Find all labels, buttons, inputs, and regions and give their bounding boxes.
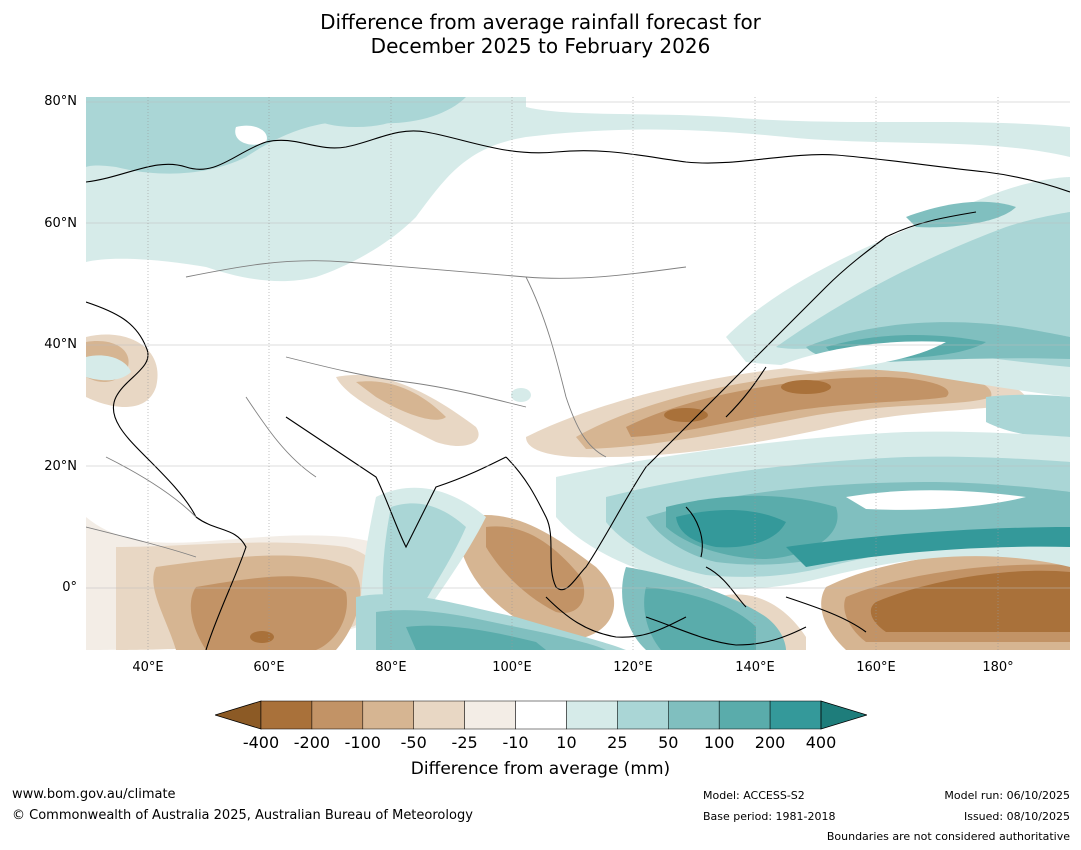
colorbar-segment (718, 700, 771, 730)
colorbar-segment (260, 700, 313, 730)
colorbar-tick-label: 400 (805, 733, 837, 752)
colorbar-tick-label: -25 (451, 733, 478, 752)
colorbar-segment (311, 700, 364, 730)
colorbar (215, 700, 867, 730)
colorbar-tick-label: 200 (754, 733, 786, 752)
coastlines (86, 130, 1070, 650)
lat-label-20n: 20°N (44, 459, 77, 474)
colorbar-segment (566, 700, 618, 730)
colorbar-segment (617, 700, 669, 730)
lon-label-40e: 40°E (132, 660, 164, 675)
lon-label-180: 180° (982, 660, 1014, 675)
colorbar-segment (413, 700, 465, 730)
colorbar-tick-label: -100 (344, 733, 381, 752)
colorbar-tick-label: 25 (607, 733, 628, 752)
colorbar-tick-label: -200 (293, 733, 331, 752)
colorbar-segment (668, 700, 720, 730)
website-link[interactable]: www.bom.gov.au/climate (12, 787, 176, 802)
chart-title: Difference from average rainfall forecas… (0, 10, 1081, 58)
wet-anomaly-regions (86, 97, 1070, 650)
lon-label-80e: 80°E (375, 660, 407, 675)
colorbar-tick-label: -50 (400, 733, 427, 752)
colorbar-extend-high (820, 700, 867, 730)
colorbar-extend-low (215, 700, 262, 730)
colorbar-tick-label: 10 (556, 733, 577, 752)
lat-label-80n: 80°N (44, 94, 77, 109)
model-text: Model: ACCESS-S2 (703, 789, 805, 802)
lat-label-60n: 60°N (44, 216, 77, 231)
colorbar-tick-label: -10 (502, 733, 529, 752)
lon-label-60e: 60°E (253, 660, 285, 675)
lon-label-140e: 140°E (735, 660, 775, 675)
colorbar-segment (769, 700, 822, 730)
lat-label-40n: 40°N (44, 337, 77, 352)
title-line-1: Difference from average rainfall forecas… (320, 10, 761, 34)
colorbar-tick-label: -400 (242, 733, 280, 752)
lon-label-100e: 100°E (492, 660, 532, 675)
copyright-text: © Commonwealth of Australia 2025, Austra… (12, 808, 473, 823)
lon-label-160e: 160°E (856, 660, 896, 675)
issued-text: Issued: 08/10/2025 (963, 810, 1070, 823)
model-run-text: Model run: 06/10/2025 (944, 789, 1070, 802)
colorbar-segment (515, 700, 567, 730)
colorbar-segment (464, 700, 516, 730)
colorbar-title: Difference from average (mm) (410, 759, 671, 779)
country-borders (86, 260, 687, 558)
dry-anomaly-regions (86, 334, 1070, 650)
rainfall-map[interactable] (86, 97, 1070, 650)
title-line-2: December 2025 to February 2026 (370, 34, 711, 58)
lon-label-120e: 120°E (613, 660, 653, 675)
colorbar-segment (362, 700, 414, 730)
colorbar-tick-label: 100 (703, 733, 735, 752)
graticule (86, 97, 1070, 650)
disclaimer-text: Boundaries are not considered authoritat… (826, 830, 1070, 843)
lat-label-0: 0° (62, 580, 77, 595)
colorbar-tick-label: 50 (658, 733, 679, 752)
map-canvas (86, 97, 1070, 650)
base-period-text: Base period: 1981-2018 (703, 810, 836, 823)
